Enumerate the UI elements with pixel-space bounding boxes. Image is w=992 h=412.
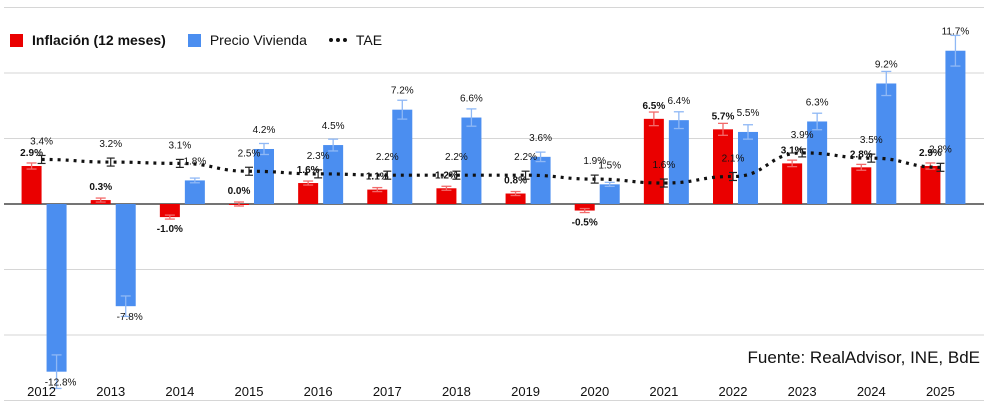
x-tick-label: 2020 [580, 384, 609, 399]
x-tick-label: 2023 [788, 384, 817, 399]
data-label-housing: -12.8% [45, 378, 77, 389]
data-label-inflation: -1.0% [157, 224, 183, 235]
x-tick-label: 2012 [27, 384, 56, 399]
data-label-housing: 11.7% [942, 27, 970, 38]
bar-housing [530, 156, 551, 204]
data-label-tae: 2.8% [929, 144, 952, 155]
data-label-tae: 2.2% [376, 152, 399, 163]
legend: Inflación (12 meses) Precio Vivienda TAE [10, 32, 404, 48]
bar-inflation [851, 167, 872, 204]
bar-housing [461, 117, 482, 204]
data-label-tae: 2.5% [238, 148, 261, 159]
data-label-housing: 4.2% [253, 125, 276, 136]
x-tick-label: 2016 [304, 384, 333, 399]
x-tick-label: 2017 [373, 384, 402, 399]
data-label-inflation: 0.3% [89, 182, 112, 193]
x-tick-label: 2018 [442, 384, 471, 399]
bar-inflation [505, 193, 526, 204]
data-label-tae: 3.4% [30, 136, 53, 147]
data-label-inflation: 1.6% [297, 165, 320, 176]
data-label-inflation: 0.8% [504, 176, 527, 187]
bar-housing [599, 184, 620, 204]
x-tick-label: 2022 [719, 384, 748, 399]
legend-swatch-tae [328, 38, 347, 42]
bar-housing [807, 121, 828, 204]
data-label-tae: 2.3% [307, 151, 330, 162]
data-label-housing: 9.2% [875, 59, 898, 70]
x-tick-label: 2021 [649, 384, 678, 399]
bar-inflation [574, 204, 595, 211]
legend-label-housing: Precio Vivienda [209, 32, 307, 48]
x-tick-label: 2015 [235, 384, 264, 399]
data-label-inflation: 2.8% [850, 149, 873, 160]
data-label-tae: 2.1% [722, 153, 745, 164]
legend-label-inflation: Inflación (12 meses) [32, 32, 166, 48]
data-label-housing: 6.6% [460, 94, 483, 105]
data-label-inflation: -0.5% [572, 218, 598, 229]
data-label-housing: 1.5% [598, 160, 621, 171]
x-tick-label: 2013 [96, 384, 125, 399]
source-note: Fuente: RealAdvisor, INE, BdE [747, 348, 980, 367]
bar-housing [876, 83, 897, 204]
bar-inflation [21, 166, 42, 204]
bar-inflation [920, 166, 941, 204]
bar-housing [323, 145, 344, 204]
x-tick-label: 2019 [511, 384, 540, 399]
data-label-inflation: 3.1% [781, 145, 804, 156]
bar-inflation [298, 183, 319, 204]
data-label-tae: 3.1% [168, 140, 191, 151]
data-label-tae: 3.2% [99, 139, 122, 150]
data-label-inflation: 0.0% [228, 186, 251, 197]
x-tick-label: 2024 [857, 384, 886, 399]
bar-inflation [159, 204, 180, 218]
data-label-tae: 1.9% [583, 156, 606, 167]
legend-item-tae: TAE [328, 32, 383, 48]
data-label-inflation: 1.2% [435, 170, 458, 181]
data-label-tae: 2.2% [514, 152, 537, 163]
data-label-housing: -7.8% [117, 312, 143, 323]
data-label-inflation: 2.9% [20, 148, 43, 159]
bar-housing [254, 148, 274, 204]
legend-swatch-inflation [10, 33, 23, 47]
legend-item-inflation: Inflación (12 meses) [10, 32, 166, 48]
x-tick-label: 2025 [926, 384, 955, 399]
data-label-tae: 3.5% [860, 135, 883, 146]
bar-housing [392, 109, 413, 204]
data-label-housing: 7.2% [391, 86, 414, 97]
data-label-housing: 5.5% [737, 108, 760, 119]
bar-inflation [436, 188, 457, 204]
bar-inflation [367, 189, 388, 204]
data-label-inflation: 6.5% [642, 101, 665, 112]
data-label-inflation: 1.1% [366, 172, 389, 183]
data-label-housing: 4.5% [322, 121, 345, 132]
data-label-tae: 2.2% [445, 152, 468, 163]
bar-housing [738, 131, 758, 204]
bar-inflation [713, 129, 733, 204]
data-label-inflation: 2.9% [919, 148, 942, 159]
x-tick-label: 2014 [165, 384, 194, 399]
bar-inflation [782, 163, 803, 204]
bar-housing [115, 204, 136, 307]
legend-swatch-housing [187, 33, 201, 47]
bar-housing [945, 50, 966, 205]
data-label-inflation: 5.7% [712, 111, 735, 122]
legend-label-tae: TAE [355, 32, 383, 48]
legend-item-housing: Precio Vivienda [187, 32, 307, 48]
data-label-housing: 3.6% [529, 133, 552, 144]
data-label-housing: 6.3% [806, 97, 829, 108]
data-label-housing: 6.4% [667, 96, 690, 107]
bar-housing [46, 204, 67, 372]
data-label-tae: 3.9% [791, 130, 814, 141]
data-label-tae: 1.6% [652, 160, 675, 171]
data-label-housing: 1.8% [183, 156, 206, 167]
bar-housing [184, 180, 205, 204]
